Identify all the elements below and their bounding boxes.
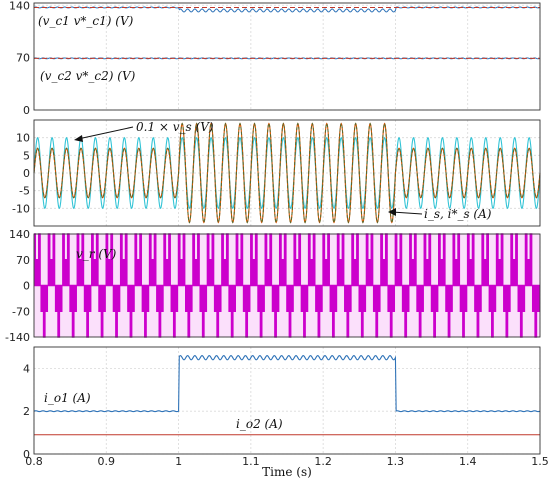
x-tick-label: 1.1 <box>242 455 260 468</box>
y-tick-label: 2 <box>23 405 30 418</box>
annotation-io1: i_o1 (A) <box>44 391 91 405</box>
arrow-is-line <box>391 211 423 215</box>
x-tick-label: 1.3 <box>387 455 405 468</box>
x-tick-label: 0.8 <box>25 455 43 468</box>
y-tick-label: 4 <box>23 362 30 375</box>
panel-4-frame <box>33 346 541 455</box>
y-tick-label: -10 <box>12 202 30 215</box>
y-tick-label: 70 <box>16 52 30 65</box>
y-tick-label: -140 <box>5 331 30 344</box>
series-line-is-ref <box>33 122 541 224</box>
x-tick-label: 1.5 <box>531 455 549 468</box>
arrow-vs-line <box>77 126 134 140</box>
panel-capacitor-voltages: 0 70 140 (v_c1 v*_c1) (V) (v_c2 v*_c2) (V) <box>9 0 541 117</box>
x-tick-label: 0.9 <box>98 455 116 468</box>
y-tick-label: 70 <box>16 254 30 267</box>
x-tick-label: 1 <box>175 455 182 468</box>
y-tick-label: 5 <box>23 149 30 162</box>
panel-grid-voltage-current: 10 5 0 -5 -10 0.1 × v_s (V) i_s, i*_s (A) <box>12 119 541 227</box>
arrow-is-head <box>388 208 396 216</box>
y-tick-label: 10 <box>16 132 30 145</box>
annotation-vr: v_r (V) <box>76 247 117 261</box>
panel-output-currents: 4 2 0 i_o1 (A) i_o2 (A) 0.8 0.9 1 1.1 1.2 1.3 1.… <box>23 346 549 479</box>
x-tick-label: 1.2 <box>314 455 332 468</box>
panel-2-frame <box>33 119 541 227</box>
panel-1-frame <box>33 2 541 111</box>
y-tick-label: 0 <box>23 280 30 293</box>
arrow-vs-head <box>74 135 83 142</box>
panel-multilevel-voltage: 140 70 0 -70 -140 v_r (V) <box>5 228 541 344</box>
annotation-vs: 0.1 × v_s (V) <box>136 120 214 134</box>
annotation-vc1: (v_c1 v*_c1) (V) <box>38 14 134 28</box>
y-tick-label: 0 <box>23 448 30 461</box>
y-tick-label: 140 <box>9 228 30 241</box>
y-tick-label: 0 <box>23 167 30 180</box>
x-tick-label: 1.4 <box>459 455 477 468</box>
y-tick-label: -70 <box>12 305 30 318</box>
annotation-vc2: (v_c2 v*_c2) (V) <box>40 69 136 83</box>
panel-3-frame <box>33 233 541 338</box>
series-line-vr <box>34 233 540 338</box>
x-axis-label: Time (s) <box>262 465 312 479</box>
y-tick-label: 140 <box>9 0 30 12</box>
annotation-is: i_s, i*_s (A) <box>424 207 492 221</box>
series-line-i_o1 <box>33 355 541 413</box>
y-tick-label: 0 <box>23 104 30 117</box>
y-tick-label: -5 <box>19 185 30 198</box>
annotation-io2: i_o2 (A) <box>236 417 283 431</box>
